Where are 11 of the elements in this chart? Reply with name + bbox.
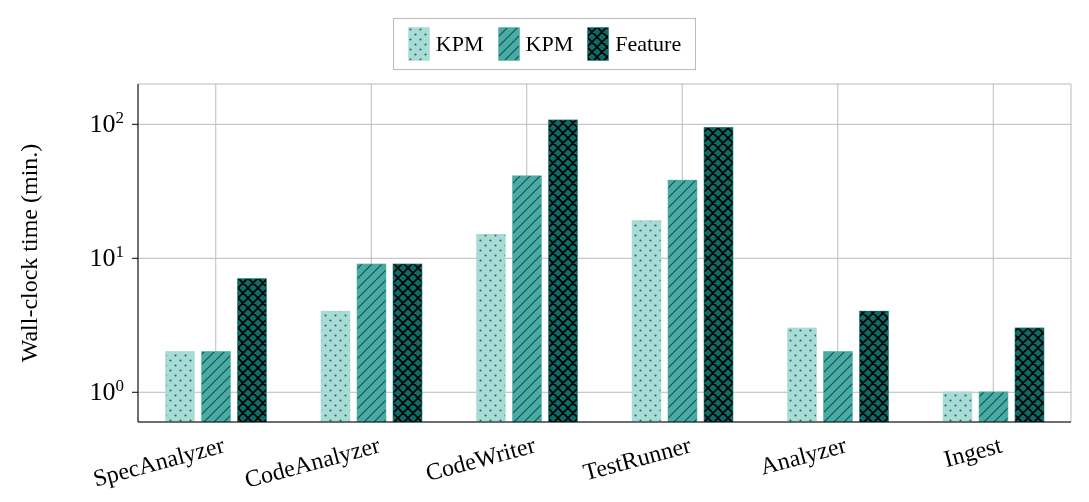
- y-axis-title: Wall-clock time (min.): [15, 143, 42, 363]
- x-tick-label: CodeWriter: [422, 431, 539, 486]
- x-tick-label: TestRunner: [580, 431, 694, 486]
- legend-label: Feature: [615, 31, 682, 57]
- x-tick-label: Analyzer: [757, 431, 850, 480]
- legend-label: KPM: [435, 31, 484, 57]
- y-tick-label: 10$^{0}$: [89, 375, 124, 407]
- legend-label: KPM: [525, 31, 574, 57]
- x-tick-label: Ingest: [941, 431, 1005, 473]
- y-tick-label: 10$^{2}$: [89, 107, 124, 139]
- y-tick-label: 10$^{1}$: [89, 241, 124, 273]
